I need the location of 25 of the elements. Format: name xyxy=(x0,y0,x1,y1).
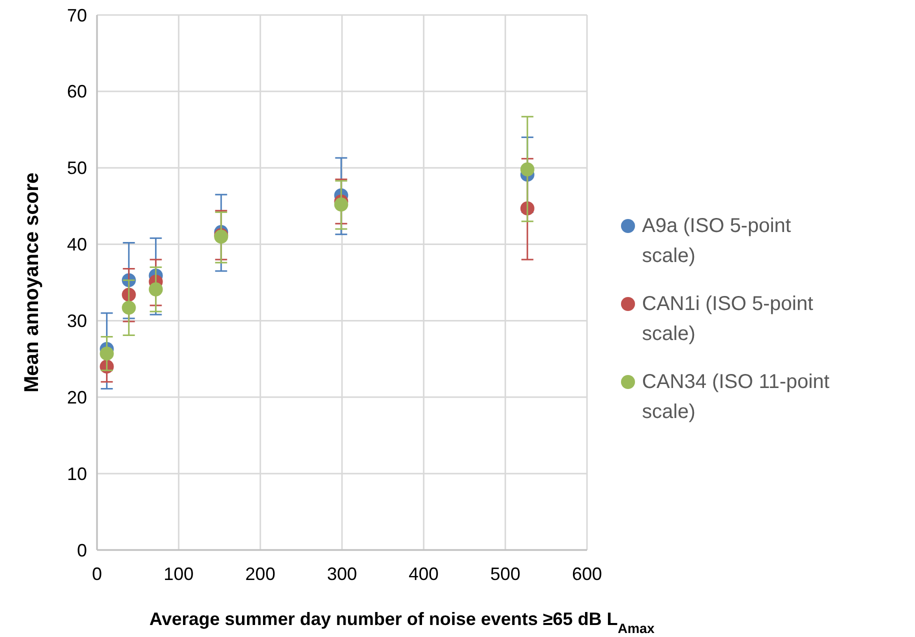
point xyxy=(100,346,114,361)
point xyxy=(520,162,534,176)
x-tick-label: 500 xyxy=(490,564,520,584)
y-tick-label: 60 xyxy=(66,82,87,102)
legend-label: CAN34 (ISO 11-point scale) xyxy=(642,371,830,423)
y-tick-label: 20 xyxy=(66,387,87,408)
x-axis-title: Average summer day number of noise events ≥65 dB L$_{Amax}$ xyxy=(149,609,656,636)
y-tick-label: 70 xyxy=(66,5,87,26)
x-tick-label: 0 xyxy=(92,564,102,584)
x-tick-label: 300 xyxy=(326,564,358,584)
y-tick-label: 10 xyxy=(66,464,87,484)
point xyxy=(334,198,348,212)
x-tick-label: 100 xyxy=(164,564,194,584)
legend-label: A9a (ISO 5-point scale) xyxy=(642,215,792,267)
x-tick-label: 400 xyxy=(408,564,439,584)
x-tick-label: 600 xyxy=(572,564,602,584)
y-tick-label: 0 xyxy=(76,540,87,560)
point xyxy=(122,300,136,315)
y-tick-label: 40 xyxy=(66,234,87,255)
legend-label: CAN1i (ISO 5-point scale) xyxy=(642,293,814,345)
y-tick-label: 30 xyxy=(66,311,87,332)
point xyxy=(148,282,163,296)
y-tick-label: 50 xyxy=(66,158,87,178)
x-tick-label: 200 xyxy=(245,564,276,584)
y-axis-title: Mean annoyance score xyxy=(21,172,43,393)
